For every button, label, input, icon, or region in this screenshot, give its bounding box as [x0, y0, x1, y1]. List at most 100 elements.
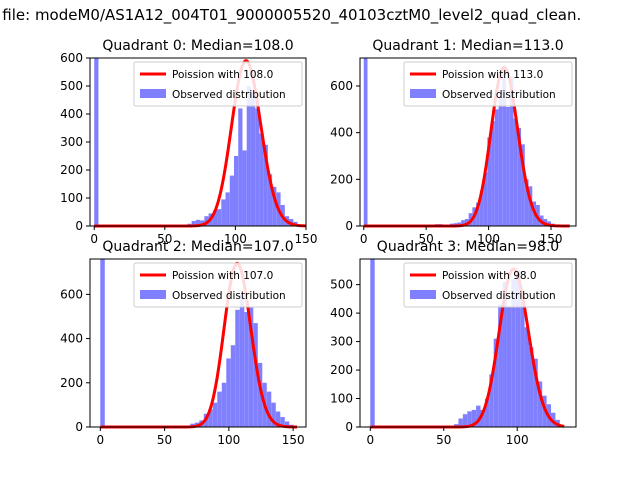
histogram-bar — [248, 307, 254, 427]
histogram-bar — [467, 411, 472, 427]
histogram-bar — [537, 381, 543, 427]
histogram-bar — [230, 345, 236, 427]
x-tick-label: 0 — [96, 433, 104, 447]
histogram-bar — [509, 76, 514, 227]
y-tick-label: 200 — [60, 376, 83, 390]
y-tick-label: 600 — [60, 51, 83, 65]
histogram-bar — [280, 417, 285, 427]
histogram-bar — [520, 290, 525, 427]
axes-frame — [359, 57, 577, 227]
legend-bar-swatch — [140, 89, 166, 98]
chart-quadrant-0: 0 50 100 150 0 100 200 300 400 500 600 Quadrant 0: … — [60, 38, 317, 246]
chart-title: Quadrant 0: Median=108.0 — [102, 38, 293, 54]
legend-bar-swatch — [410, 290, 436, 299]
histogram-bar — [250, 91, 256, 226]
histogram-bar — [217, 391, 222, 427]
y-tick-label: 400 — [60, 107, 83, 121]
histogram-bar — [511, 278, 516, 427]
histogram-bar — [234, 156, 239, 226]
histogram-bar — [94, 58, 99, 226]
x-tick-label: 100 — [224, 232, 247, 246]
x-tick-label: 50 — [157, 433, 172, 447]
histogram-bar — [498, 97, 503, 227]
histogram-bar — [479, 191, 484, 226]
histogram-bar — [212, 402, 218, 427]
y-tick-label: 0 — [345, 219, 353, 233]
legend-bar-swatch — [410, 89, 436, 98]
histogram-bar — [212, 210, 218, 226]
chart-title: Quadrant 2: Median=107.0 — [102, 239, 293, 255]
histogram-bar — [225, 192, 230, 226]
histogram-bar — [476, 202, 480, 226]
histogram-bar — [528, 186, 533, 226]
x-tick-label: 0 — [360, 232, 368, 246]
histogram-bar — [484, 398, 490, 427]
axes-frame — [359, 258, 577, 428]
histogram-bar — [208, 409, 213, 427]
histogram-bar — [506, 107, 510, 226]
histogram-bar — [513, 118, 518, 226]
histogram-bar — [257, 362, 263, 427]
histogram-bar — [239, 294, 245, 427]
legend-box — [133, 61, 303, 107]
legend-label-hist: Observed distribution — [172, 290, 286, 302]
histogram-bar — [266, 391, 272, 427]
histogram-bar — [471, 409, 477, 427]
histogram-bar — [238, 108, 243, 226]
histogram-bar — [217, 209, 222, 226]
y-tick-label: 0 — [345, 420, 353, 434]
histogram-bar — [242, 150, 247, 226]
histogram-bar — [528, 347, 534, 427]
y-tick-label: 200 — [330, 363, 353, 377]
histogram-bar — [363, 58, 368, 226]
y-tick-label: 600 — [330, 79, 353, 93]
histogram-bar — [458, 418, 463, 427]
histogram-bar — [524, 179, 529, 226]
histogram-bar — [487, 137, 492, 226]
y-tick-label: 300 — [60, 135, 83, 149]
legend-label-fit: Poission with 98.0 — [442, 270, 537, 282]
y-tick-label: 400 — [60, 332, 83, 346]
y-tick-label: 0 — [75, 420, 83, 434]
y-tick-label: 300 — [330, 335, 353, 349]
histogram-bar — [272, 186, 277, 226]
legend-label-hist: Observed distribution — [172, 89, 286, 101]
y-tick-label: 100 — [330, 392, 353, 406]
histogram-bar — [259, 133, 264, 226]
histogram-bar — [517, 128, 522, 226]
x-tick-label: 150 — [282, 433, 305, 447]
histogram-bar — [506, 307, 512, 427]
histogram-bar — [191, 220, 196, 226]
histogram-bar — [462, 414, 468, 427]
legend-box — [133, 262, 303, 308]
y-tick-label: 0 — [75, 219, 83, 233]
chart-title: Quadrant 1: Median=113.0 — [372, 38, 563, 54]
histogram-bar — [524, 327, 529, 427]
axes-frame — [89, 258, 307, 428]
chart-quadrant-1: 0 50 100 150 0 200 400 600 Quadrant 1: Median=11… — [330, 38, 577, 246]
x-tick-label: 50 — [419, 232, 434, 246]
x-tick-label: 150 — [295, 232, 318, 246]
x-tick-label: 0 — [366, 433, 374, 447]
y-tick-label: 400 — [330, 126, 353, 140]
histogram-bar — [221, 199, 226, 226]
histogram-bar — [493, 338, 499, 427]
legend-box — [403, 262, 573, 308]
histogram-bar — [370, 259, 375, 427]
legend-label-fit: Poission with 108.0 — [172, 69, 273, 81]
histogram-bar — [221, 382, 227, 427]
histogram-bar — [515, 270, 521, 427]
x-tick-label: 0 — [90, 232, 98, 246]
histogram-bar — [246, 86, 251, 226]
y-tick-label: 600 — [60, 287, 83, 301]
y-tick-label: 100 — [60, 191, 83, 205]
histogram-bar — [195, 219, 201, 226]
y-tick-label: 500 — [60, 79, 83, 93]
x-tick-label: 50 — [157, 232, 172, 246]
x-tick-label: 150 — [540, 232, 563, 246]
histogram-bar — [253, 323, 258, 427]
histogram-bar — [502, 69, 507, 227]
histogram-bar — [263, 144, 268, 226]
histogram-bar — [226, 358, 231, 427]
